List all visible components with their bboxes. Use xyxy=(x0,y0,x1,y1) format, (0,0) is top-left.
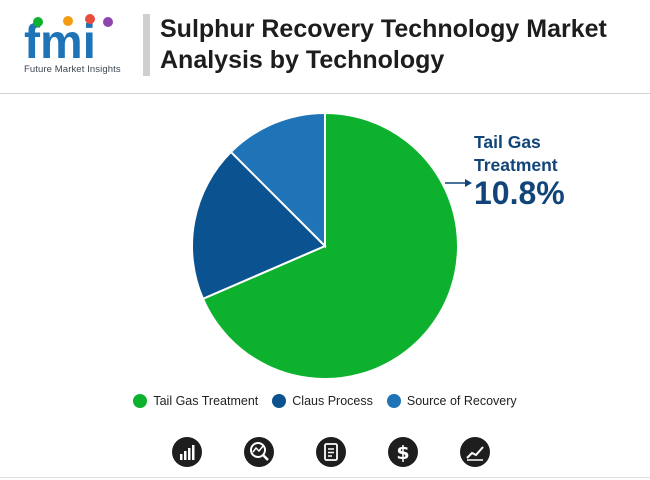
legend-swatch xyxy=(133,394,148,408)
callout-label: Tail Gas Treatment xyxy=(474,132,558,175)
dollar-icon: $ xyxy=(388,437,418,467)
bar-chart-growth-icon xyxy=(172,437,202,467)
pie-slice-source-of-recovery xyxy=(229,111,326,249)
logo-tagline: Future Market Insights xyxy=(24,64,121,75)
callout-arrow xyxy=(445,179,472,187)
callout-value: 10.8% xyxy=(474,175,565,211)
legend-item-claus: Claus Process xyxy=(272,394,373,408)
pie-chart xyxy=(191,111,472,380)
fmi-logo: fmi xyxy=(22,12,132,74)
page-title: Sulphur Recovery Technology Market Analy… xyxy=(160,15,607,74)
pie-slice-claus-process xyxy=(191,150,327,301)
legend: Tail Gas Treatment Claus Process Source … xyxy=(0,394,650,408)
legend-label: Tail Gas Treatment xyxy=(153,394,259,408)
legend-label: Claus Process xyxy=(292,394,373,408)
chart-magnifier-icon xyxy=(244,437,274,467)
legend-item-tail-gas: Tail Gas Treatment xyxy=(133,394,258,408)
bottom-divider xyxy=(0,477,650,478)
legend-swatch xyxy=(272,394,287,408)
header: fmi Future Market Insights Sulphur Recov… xyxy=(0,0,650,92)
svg-text:$: $ xyxy=(396,442,409,464)
legend-label: Source of Recovery xyxy=(406,394,517,408)
line-chart-icon xyxy=(460,437,490,467)
document-list-icon xyxy=(316,437,346,467)
footer-icons: $ xyxy=(0,437,650,469)
legend-swatch xyxy=(386,394,401,408)
legend-item-source: Source of Recovery xyxy=(386,394,517,408)
header-divider xyxy=(0,93,650,94)
pie-slice-tail-gas-treatment xyxy=(201,111,459,380)
title-accent-bar xyxy=(143,14,150,76)
